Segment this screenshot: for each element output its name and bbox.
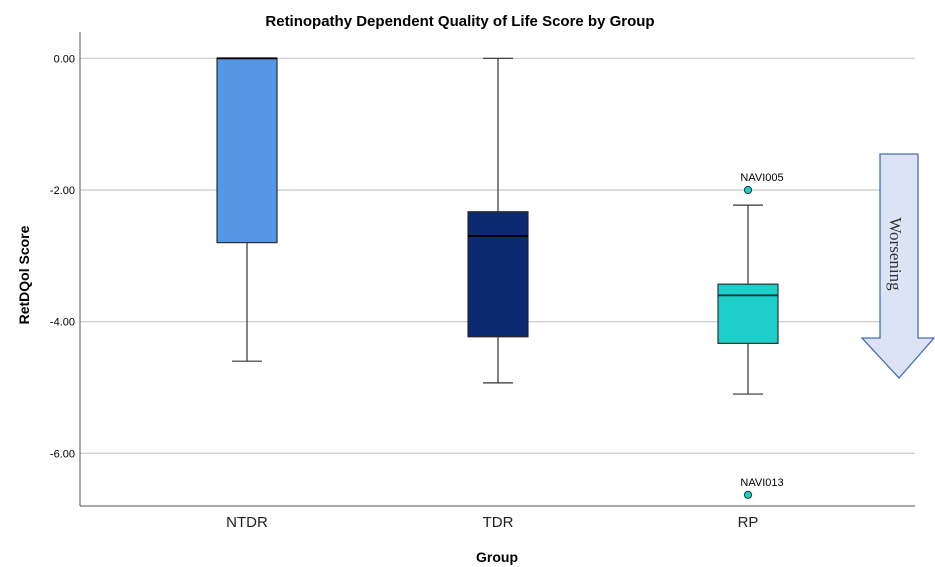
box-rp [717,204,779,395]
worsening-arrow: Worsening [860,153,935,379]
outlier-point [743,490,753,499]
y-tick-labels: 0.00 -2.00 -4.00 -6.00 [50,53,75,460]
plot-area: NAVI005 NAVI013 [216,57,784,499]
box [467,211,529,338]
down-arrow-icon [860,153,935,379]
x-tick-label: RP [738,514,759,531]
y-tick-label: -6.00 [50,448,75,460]
x-tick-label: NTDR [226,514,268,531]
outlier: NAVI013 [740,477,784,499]
chart-title: Retinopathy Dependent Quality of Life Sc… [265,13,654,30]
x-axis-title: Group [476,549,518,565]
box [216,57,278,244]
y-axis-title: RetDQol Score [16,225,32,324]
worsening-label: Worsening [886,217,905,291]
y-tick-label: -2.00 [50,185,75,197]
outlier: NAVI005 [740,172,784,195]
box [717,283,779,344]
y-tick-label: -4.00 [50,317,75,329]
x-tick-labels: NTDR TDR RP [226,514,758,531]
x-tick-label: TDR [483,514,514,531]
box-ntdr [216,57,278,362]
outlier-point [743,185,753,195]
outlier-label: NAVI005 [740,172,783,184]
outlier-label: NAVI013 [740,477,783,489]
box-tdr [467,57,529,384]
axes [79,32,915,507]
y-tick-label: 0.00 [54,53,75,65]
